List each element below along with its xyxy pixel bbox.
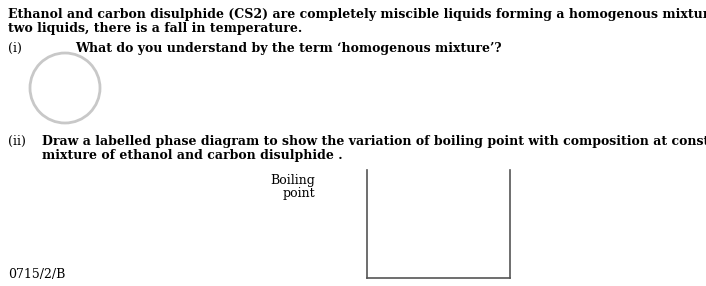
Text: Ethanol and carbon disulphide (CS2) are completely miscible liquids forming a ho: Ethanol and carbon disulphide (CS2) are … <box>8 8 706 21</box>
Text: point: point <box>282 187 315 200</box>
Text: 0715/2/B: 0715/2/B <box>8 268 66 281</box>
Text: Boiling: Boiling <box>270 174 315 187</box>
Text: (ii): (ii) <box>8 135 26 148</box>
Text: What do you understand by the term ‘homogenous mixture’?: What do you understand by the term ‘homo… <box>75 42 501 55</box>
Text: mixture of ethanol and carbon disulphide .: mixture of ethanol and carbon disulphide… <box>42 149 342 162</box>
Text: (i): (i) <box>8 42 22 55</box>
Text: two liquids, there is a fall in temperature.: two liquids, there is a fall in temperat… <box>8 22 302 35</box>
Text: Draw a labelled phase diagram to show the variation of boiling point with compos: Draw a labelled phase diagram to show th… <box>42 135 706 148</box>
